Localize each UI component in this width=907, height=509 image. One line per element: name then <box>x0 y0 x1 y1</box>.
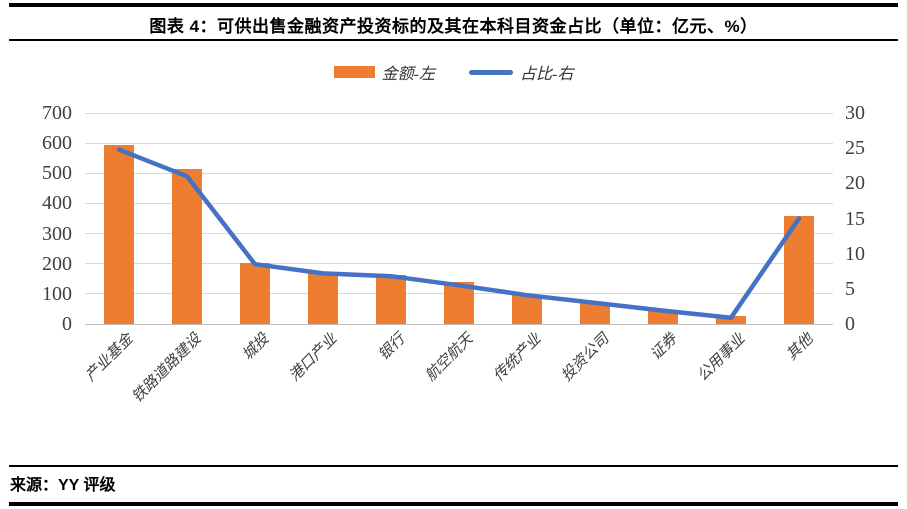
y-left-tick-label: 600 <box>42 132 72 155</box>
legend-item-ratio: 占比-右 <box>469 60 573 84</box>
gridline <box>85 172 833 174</box>
y-left-tick-label: 500 <box>42 162 72 185</box>
bar-3 <box>240 262 270 324</box>
y-right-tick-label: 0 <box>845 313 855 335</box>
plot-area <box>85 112 833 325</box>
x-category-label: 铁路道路建设 <box>129 331 205 406</box>
y-right-tick-label: 20 <box>845 172 865 195</box>
gridline <box>85 112 833 114</box>
x-category-label: 港口产业 <box>286 331 341 385</box>
bar-6 <box>444 282 474 324</box>
y-right-tick-label: 30 <box>845 102 865 124</box>
y-right-tick-label: 5 <box>845 277 855 300</box>
y-left-tick-label: 700 <box>42 102 72 124</box>
line-series-swatch-icon <box>469 69 513 75</box>
x-category-label: 证券 <box>647 331 681 364</box>
y-right-tick-label: 15 <box>845 207 865 230</box>
x-category-label: 传统产业 <box>490 331 545 385</box>
y-right-tick-label: 10 <box>845 242 865 265</box>
title-underline <box>9 39 898 41</box>
y-left-tick-label: 200 <box>42 252 72 275</box>
x-category-label: 投资公司 <box>558 331 613 385</box>
bar-series-swatch-icon <box>333 66 375 78</box>
bar-2 <box>172 168 202 324</box>
bar-7 <box>512 295 542 324</box>
bar-1 <box>104 144 134 324</box>
y-right-tick-label: 25 <box>845 137 865 160</box>
x-category-label: 产业基金 <box>82 331 137 385</box>
footer-top-line <box>9 465 898 467</box>
x-category-label: 航空航天 <box>422 331 477 385</box>
gridline <box>85 233 833 235</box>
trend-line <box>116 147 802 320</box>
bar-5 <box>376 275 406 324</box>
trend-line-layer <box>116 147 802 320</box>
gridline <box>85 263 833 265</box>
y-left-tick-label: 400 <box>42 192 72 215</box>
legend-label-amount: 金额-左 <box>381 66 435 83</box>
x-category-label: 银行 <box>375 331 409 364</box>
gridline <box>85 202 833 204</box>
top-border-line <box>9 3 898 7</box>
bar-8 <box>580 302 610 324</box>
y-left-tick-label: 300 <box>42 222 72 245</box>
legend-item-amount: 金额-左 <box>333 60 435 84</box>
chart-legend: 金额-左 占比-右 <box>0 60 907 84</box>
x-category-label: 其他 <box>783 331 817 364</box>
bottom-border-line <box>9 502 898 506</box>
bar-9 <box>648 310 678 324</box>
x-category-label: 城投 <box>239 331 273 364</box>
x-category-label: 公用事业 <box>694 331 749 385</box>
bar-4 <box>308 273 338 324</box>
x-axis-line <box>85 323 833 325</box>
bar-10 <box>716 316 746 324</box>
y-left-tick-label: 100 <box>42 282 72 305</box>
source-label: 来源：YY 评级 <box>10 477 116 494</box>
figure-title: 图表 4：可供出售金融资产投资标的及其在本科目资金占比（单位：亿元、%） <box>149 17 758 36</box>
y-left-tick-label: 0 <box>62 313 72 335</box>
legend-label-ratio: 占比-右 <box>520 66 574 83</box>
gridline <box>85 142 833 144</box>
